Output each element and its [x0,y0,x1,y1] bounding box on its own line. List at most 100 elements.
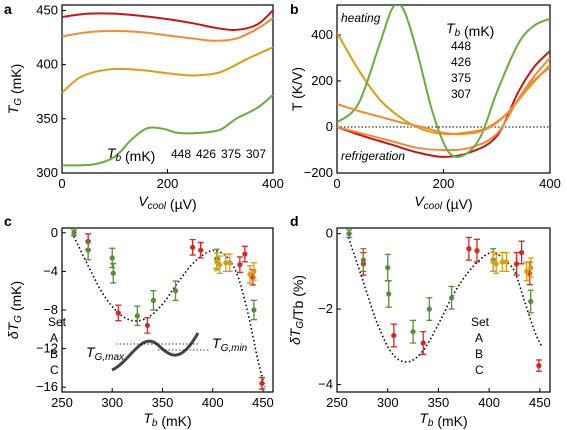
panel-b-heating-label: heating [341,11,381,25]
panel-d-point-set-A [420,340,426,346]
panel-a-ytick-label: 300 [36,165,58,180]
panel-d-ytick-label: 0 [326,226,333,241]
panel-b-legend-307: 307 [451,87,471,101]
panel-c-point-set-B [109,255,115,261]
panel-c-point-set-B [172,288,179,294]
panel-d-point-set-A [536,363,542,369]
panel-c-legend-A: A [50,331,58,345]
panel-c-legend-C: C [50,363,59,377]
panel-c-point-set-B [71,230,77,236]
panel-c-point-set-A [242,251,248,257]
panel-d: 250 300 350 400 450 0 −2 −4 Tb (mK) δTG/Tb (%) Set… [287,226,551,429]
panel-d-label: d [290,213,299,229]
panel-c-ytick-label: −4 [43,263,58,278]
panel-b-ytick-label: 400 [311,27,333,42]
panel-b-ytick-label: 0 [326,119,333,134]
panel-c-point-set-A [115,310,121,316]
panel-b-legend: Tb (mK)448 426 375 307 [446,20,494,101]
panel-a-series-448 [61,9,274,32]
panel-d-legend-title: Set [471,315,490,329]
panel-d-legend-B: B [475,347,483,361]
panel-c-legend: Set ABC [48,315,67,377]
panel-d-point-set-B [528,298,534,305]
panel-d-point-set-B [426,306,432,312]
panel-b-series-307 [337,5,550,159]
panel-b-legend-title: Tb (mK) [446,20,494,39]
panel-d-point-set-C [503,259,509,265]
panel-d-point-set-B [386,291,392,297]
panel-b-y-axis-label: T (K/V) [289,67,305,111]
panel-a-series-375 [61,46,274,94]
panel-c-y-axis-label: δTG (mK) [5,281,24,339]
panel-b-series-426 [337,57,550,152]
panel-b-xtick-label: 0 [333,176,340,191]
panel-c-point-set-C [223,260,229,266]
panel-c-point-set-A [259,380,265,386]
panel-c-label: c [4,213,12,229]
panel-a-legend-375: 375 [221,147,241,161]
panel-c-point-set-A [198,247,204,253]
panel-a-x-axis-label: Vcool (µV) [138,193,196,212]
panel-c-inset-tgmax-label: TG,max [86,344,125,363]
panel-d-point-set-C [528,264,534,271]
panel-a-legend-title: Tb (mK) [107,145,155,164]
panel-c-legend-B: B [50,347,58,361]
panel-d-point-set-B [360,257,366,263]
panel-d-xtick-label: 450 [529,395,551,410]
panel-c-point-set-A [190,244,196,250]
panel-d-xtick-label: 250 [326,395,348,410]
panel-d-point-set-A [474,248,480,254]
panel-c-x-axis-label: Tb (mK) [143,410,191,429]
panel-c-xtick-label: 450 [252,395,274,410]
panel-b-series-448 [337,50,550,158]
panel-b-legend-375: 375 [451,71,471,85]
panel-a-ytick-label: 400 [36,57,58,72]
panel-c-ytick-label: −8 [43,302,58,317]
panel-a-series-307 [61,94,274,167]
panel-c-inset: TG,max TG,min [86,332,248,372]
panel-c-legend-title: Set [48,315,67,329]
panel-a-legend-426: 426 [196,147,216,161]
panel-d-point-set-A [519,249,525,256]
panel-c-xtick-label: 350 [152,395,174,410]
panel-a-xtick-label: 200 [157,176,179,191]
panel-b-x-axis-label: Vcool (µV) [414,193,472,212]
panel-c-xtick-label: 300 [101,395,123,410]
panel-d-fit-curve [346,233,543,363]
panel-c-inset-tgmin-label: TG,min [212,335,248,354]
panel-d-plot-frame [336,227,551,393]
panel-c-point-set-A [237,262,243,268]
panel-a-ytick-label: 350 [36,111,58,126]
panel-d-legend-C: C [475,363,484,377]
panel-a-y-axis-label: TG (mK) [5,64,24,115]
panel-d-legend-A: A [475,331,483,345]
panel-c-point-set-B [110,270,116,276]
panel-d-point-set-B [385,264,391,271]
panel-d-point-set-A [391,332,397,339]
panel-c-inset-curve [111,332,200,372]
panel-d-point-set-A [513,261,520,267]
panel-d-point-set-B [449,295,455,301]
panel-d-xtick-label: 400 [478,395,500,410]
panel-c-point-set-C [227,260,233,266]
panel-b-plot-frame [336,4,551,174]
panel-b-series-extra-4 [337,66,550,136]
panel-a-legend-307: 307 [246,147,266,161]
panel-c-plot-frame [61,227,274,393]
panel-b-xtick-label: 200 [433,176,455,191]
panel-d-y-axis-label: δTG/Tb (%) [287,275,306,345]
panel-b-ytick-label: −200 [304,165,333,180]
panel-d-legend: Set ABC [471,315,490,377]
panel-a-label: a [4,1,12,17]
panel-a-series-426 [61,17,274,42]
panel-c-point-set-B [251,307,257,313]
panel-c-point-set-A [144,322,151,329]
panel-c: 250 300 350 400 450 0 −4 −8 −12 −16 Tb (mK) δTG (mK… [5,225,274,429]
panel-c-point-set-C [251,268,257,275]
panel-b-series-375 [337,32,550,136]
panel-c-point-set-B [134,313,140,319]
panel-d-point-set-A [466,246,472,252]
panel-c-point-set-B [85,247,91,253]
panel-a-xtick-label: 0 [58,176,65,191]
